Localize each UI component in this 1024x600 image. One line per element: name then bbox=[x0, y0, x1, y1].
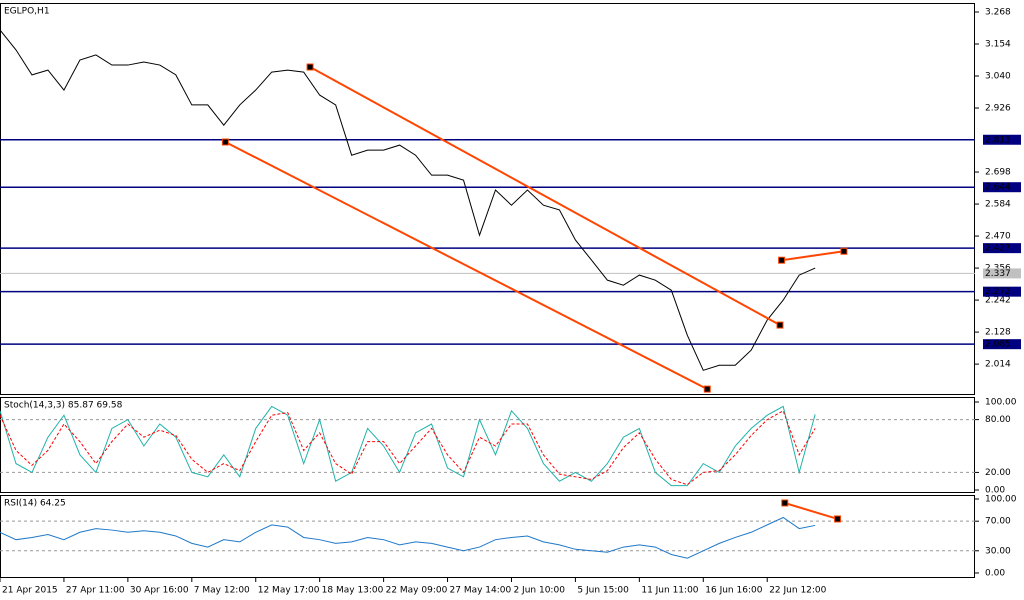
x-tick-label: 30 Apr 16:00 bbox=[130, 586, 189, 596]
trendline-point bbox=[306, 63, 314, 71]
y-tick-label: 3.154 bbox=[985, 39, 1011, 49]
trendline bbox=[781, 250, 845, 262]
y-tick-label: 2.128 bbox=[985, 328, 1011, 338]
x-tick-label: 5 Jun 15:00 bbox=[577, 586, 629, 596]
y-tick-label: 30.00 bbox=[985, 546, 1011, 556]
level-label-bg bbox=[983, 243, 1021, 254]
x-tick-label: 22 May 09:00 bbox=[386, 586, 448, 596]
trendline-point bbox=[840, 247, 848, 255]
level-label: 2.427 bbox=[985, 244, 1011, 254]
y-tick-label: 20.00 bbox=[985, 468, 1011, 478]
current-price-bg bbox=[983, 268, 1021, 279]
y-tick-label: 80.00 bbox=[985, 415, 1011, 425]
pane-title: RSI(14) 64.25 bbox=[4, 499, 66, 509]
series-line bbox=[0, 410, 816, 486]
y-tick-label: 100.00 bbox=[985, 494, 1017, 504]
y-tick-label: 3.040 bbox=[985, 72, 1011, 82]
series-line bbox=[0, 405, 816, 487]
level-label: 2.644 bbox=[985, 183, 1011, 193]
trendline-point bbox=[778, 256, 786, 264]
level-label: 2.272 bbox=[985, 287, 1011, 297]
x-tick-label: 12 May 17:00 bbox=[258, 586, 320, 596]
trendline-point bbox=[703, 385, 711, 393]
series-line bbox=[0, 516, 816, 559]
pane-frame bbox=[0, 495, 975, 578]
pane-title: Stoch(14,3,3) 85.87 69.58 bbox=[4, 401, 123, 411]
y-tick-label: 2.470 bbox=[985, 232, 1011, 242]
y-tick-label: 2.698 bbox=[985, 168, 1011, 178]
x-tick-label: 11 Jun 11:00 bbox=[641, 586, 698, 596]
y-tick-label: 2.926 bbox=[985, 104, 1011, 114]
y-tick-label: 2.584 bbox=[985, 200, 1011, 210]
trendline-point bbox=[221, 138, 229, 146]
series-line bbox=[0, 29, 816, 371]
x-tick-label: 18 May 13:00 bbox=[322, 586, 384, 596]
trendline-point bbox=[776, 321, 784, 329]
y-tick-label: 2.242 bbox=[985, 296, 1011, 306]
y-tick-label: 70.00 bbox=[985, 517, 1011, 527]
level-label-bg bbox=[983, 134, 1021, 145]
level-label-bg bbox=[983, 339, 1021, 350]
x-tick-label: 27 Apr 11:00 bbox=[66, 586, 125, 596]
y-tick-label: 100.00 bbox=[985, 398, 1017, 408]
level-label-bg bbox=[983, 182, 1021, 193]
x-tick-label: 16 Jun 16:00 bbox=[705, 586, 762, 596]
y-tick-label: 3.268 bbox=[985, 7, 1011, 17]
level-label: 2.085 bbox=[985, 340, 1011, 350]
level-label: 2.813 bbox=[985, 135, 1011, 145]
y-tick-label: 0.00 bbox=[985, 486, 1005, 496]
x-tick-label: 21 Apr 2015 bbox=[2, 586, 58, 596]
y-tick-label: 0.00 bbox=[985, 568, 1005, 578]
current-price-label: 2.337 bbox=[985, 269, 1011, 279]
x-tick-label: 7 May 12:00 bbox=[194, 586, 250, 596]
level-label-bg bbox=[983, 286, 1021, 297]
pane-frame bbox=[0, 397, 975, 493]
trendline bbox=[784, 502, 838, 520]
pane-frame bbox=[0, 3, 975, 395]
trendline-point bbox=[781, 499, 789, 507]
trendline-point bbox=[834, 515, 842, 523]
pane-title: EGLPO,H1 bbox=[4, 7, 50, 17]
x-tick-label: 27 May 14:00 bbox=[450, 586, 512, 596]
trendline bbox=[224, 141, 708, 390]
x-tick-label: 2 Jun 10:00 bbox=[513, 586, 565, 596]
trendline bbox=[309, 66, 781, 326]
x-tick-label: 22 Jun 12:00 bbox=[769, 586, 826, 596]
y-tick-label: 2.014 bbox=[985, 360, 1011, 370]
